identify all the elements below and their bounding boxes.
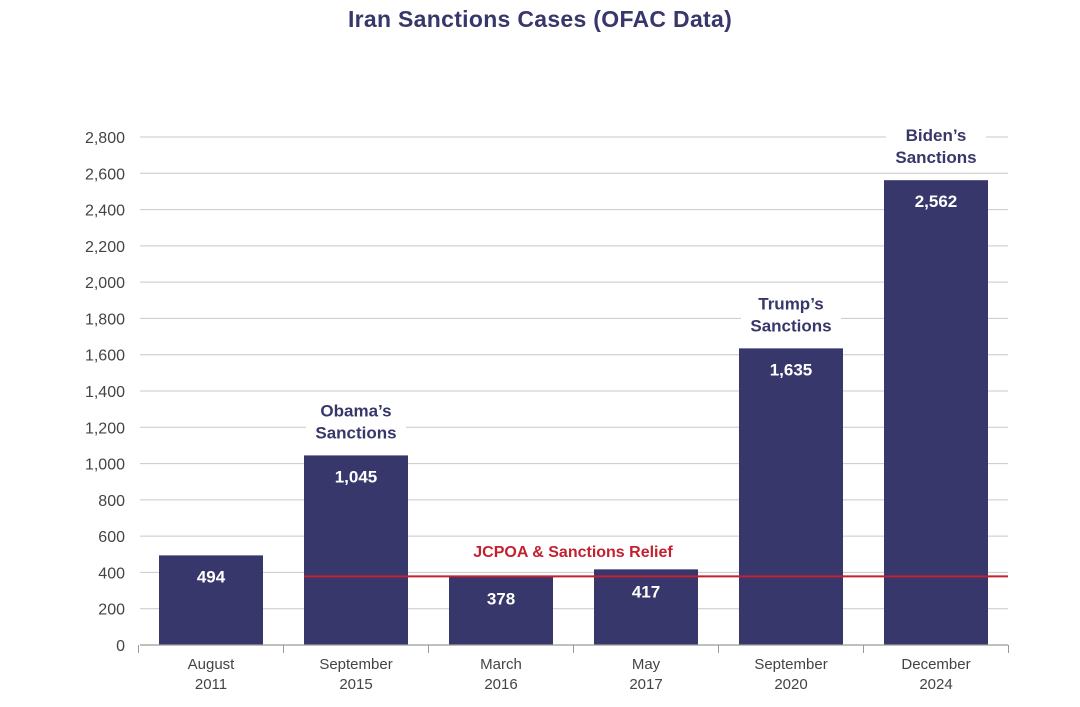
bar-value-label: 378 <box>487 589 515 608</box>
annotation-label: Sanctions <box>895 148 976 167</box>
bar <box>159 555 263 645</box>
bar <box>449 576 553 645</box>
x-axis-labels: August 2011 September 2015 March 2016 May 2017 S… <box>188 656 971 693</box>
annotation-label: Trump’s <box>758 294 824 313</box>
bar-value-label: 2,562 <box>915 192 958 211</box>
bar-value-labels: 494 1,045 378 417 1,635 2,562 <box>197 192 957 608</box>
y-axis-ticks: 0 200 400 600 800 1,000 1,200 1,400 1,600 1,800 2,… <box>85 130 125 655</box>
annotation-background <box>306 398 406 447</box>
reference-line-group: JCPOA & Sanctions Relief <box>304 544 1008 578</box>
x-tick-label: September <box>754 656 827 673</box>
y-tick-label: 1,200 <box>85 420 125 437</box>
y-tick-label: 600 <box>98 529 125 546</box>
y-tick-label: 2,800 <box>85 130 125 147</box>
bar <box>884 180 988 645</box>
bar-value-label: 1,635 <box>770 360 813 379</box>
x-tick-label: 2016 <box>484 676 517 693</box>
x-tick-label: August <box>188 656 236 673</box>
annotation-background <box>886 123 986 172</box>
grid-lines <box>140 136 1008 610</box>
y-tick-label: 400 <box>98 565 125 582</box>
bar-value-label: 417 <box>632 582 660 601</box>
y-tick-label: 800 <box>98 493 125 510</box>
y-tick-label: 1,600 <box>85 348 125 365</box>
bar-value-label: 1,045 <box>335 467 378 486</box>
annotation-label: Biden’s <box>906 126 967 145</box>
y-tick-label: 200 <box>98 602 125 619</box>
x-tick-label: December <box>901 656 970 673</box>
annotation-label: Sanctions <box>315 423 396 442</box>
bar-value-label: 494 <box>197 567 226 586</box>
y-tick-label: 1,800 <box>85 311 125 328</box>
y-tick-label: 1,000 <box>85 457 125 474</box>
x-axis <box>138 644 1009 653</box>
x-tick-label: March <box>480 656 522 673</box>
x-tick-label: 2024 <box>919 676 952 693</box>
x-tick-label: 2017 <box>629 676 662 693</box>
x-tick-label: 2020 <box>774 676 807 693</box>
reference-line-label: JCPOA & Sanctions Relief <box>473 544 673 561</box>
bar <box>594 569 698 645</box>
y-tick-label: 2,600 <box>85 166 125 183</box>
chart-title: Iran Sanctions Cases (OFAC Data) <box>347 6 733 32</box>
y-tick-label: 1,400 <box>85 384 125 401</box>
bar <box>739 348 843 645</box>
x-tick-label: 2011 <box>195 676 227 693</box>
annotation-background <box>741 291 841 340</box>
annotations: Obama’s Sanctions Trump’s Sanctions Biden’s S… <box>306 123 986 447</box>
x-tick-label: September <box>319 656 392 673</box>
y-tick-label: 2,400 <box>85 203 125 220</box>
bar <box>304 455 408 645</box>
y-tick-label: 0 <box>116 638 125 655</box>
y-tick-label: 2,000 <box>85 275 125 292</box>
annotation-label: Sanctions <box>750 316 831 335</box>
x-tick-label: May <box>632 656 661 673</box>
bars <box>159 180 988 645</box>
x-tick-label: 2015 <box>339 676 372 693</box>
y-tick-label: 2,200 <box>85 239 125 256</box>
annotation-label: Obama’s <box>320 401 391 420</box>
